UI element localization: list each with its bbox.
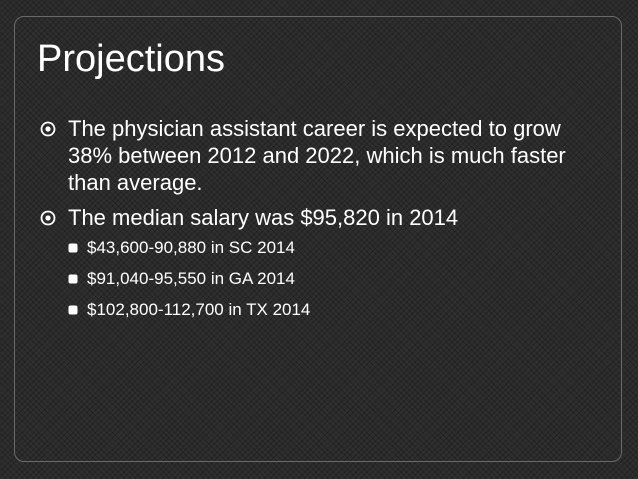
bullet-text: The median salary was $95,820 in 2014 bbox=[68, 205, 459, 230]
bullet-item-salary: The median salary was $95,820 in 2014 $4… bbox=[40, 204, 585, 321]
square-bullet-icon bbox=[68, 274, 78, 284]
square-bullet-icon bbox=[68, 305, 78, 315]
target-bullet-icon bbox=[40, 210, 56, 226]
bullet-text: The physician assistant career is expect… bbox=[68, 116, 566, 195]
square-bullet-icon bbox=[68, 243, 78, 253]
sub-bullet-text: $102,800-112,700 in TX 2014 bbox=[87, 300, 311, 319]
sub-bullet-item-ga: $91,040-95,550 in GA 2014 bbox=[68, 268, 585, 290]
slide-title: Projections bbox=[37, 38, 225, 80]
sub-bullet-text: $91,040-95,550 in GA 2014 bbox=[87, 269, 295, 288]
target-bullet-icon bbox=[40, 121, 56, 137]
sub-bullet-text: $43,600-90,880 in SC 2014 bbox=[87, 238, 295, 257]
bullet-item-growth: The physician assistant career is expect… bbox=[40, 115, 585, 196]
sub-bullet-item-tx: $102,800-112,700 in TX 2014 bbox=[68, 299, 585, 321]
slide-frame bbox=[14, 16, 622, 462]
bullet-list: The physician assistant career is expect… bbox=[40, 115, 585, 330]
sub-bullet-item-sc: $43,600-90,880 in SC 2014 bbox=[68, 237, 585, 259]
sub-bullet-list: $43,600-90,880 in SC 2014 $91,040-95,550… bbox=[68, 231, 585, 321]
